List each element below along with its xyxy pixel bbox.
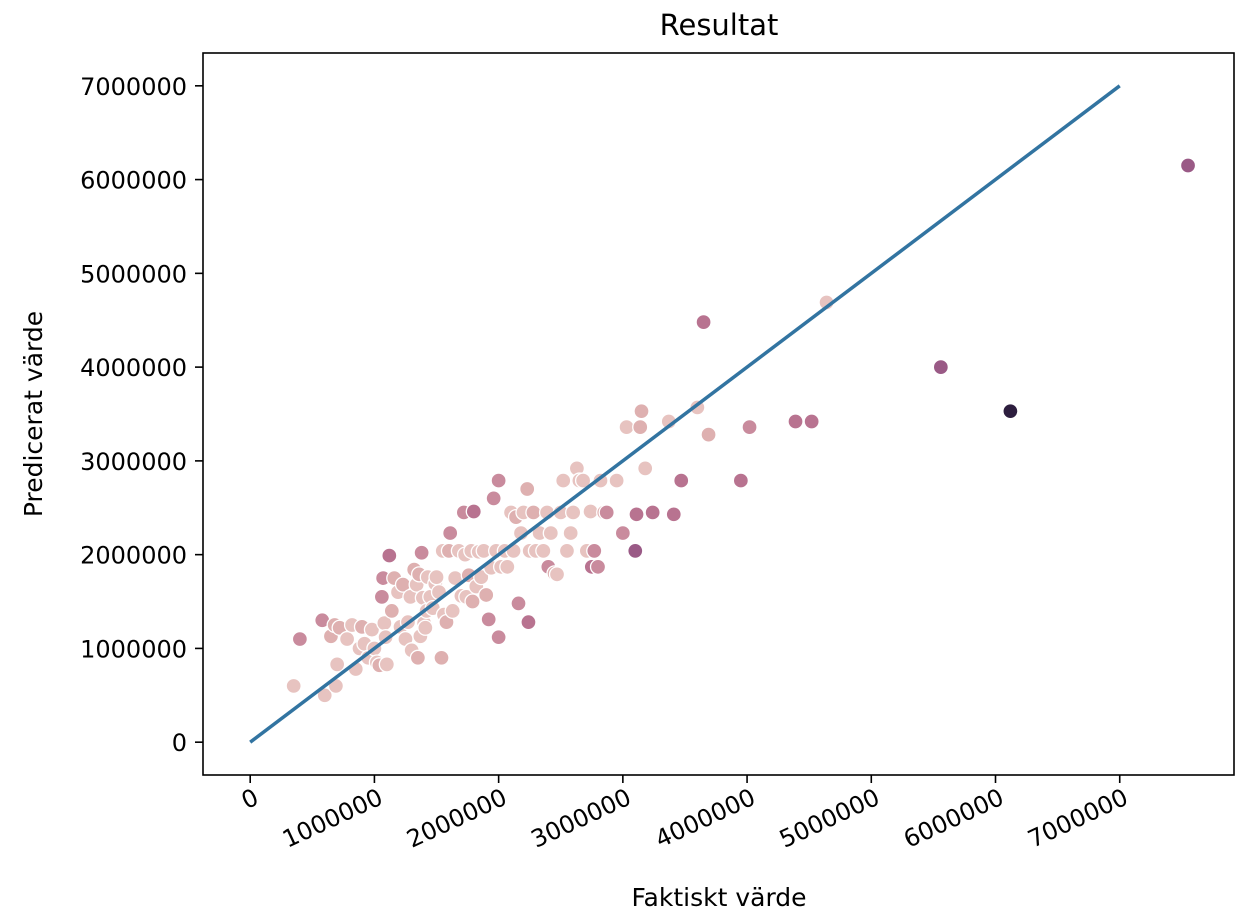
data-point (478, 586, 495, 604)
data-point (442, 524, 459, 542)
x-tick-label: 0 (237, 783, 263, 815)
x-tick-label: 2000000 (402, 783, 511, 854)
data-point (598, 504, 615, 521)
data-point (803, 413, 820, 430)
data-point (586, 542, 603, 560)
data-point (465, 503, 482, 520)
y-tick-label: 4000000 (80, 354, 187, 382)
data-point (520, 614, 537, 631)
data-point (285, 677, 302, 695)
data-point (363, 621, 381, 638)
data-point (413, 544, 430, 561)
data-point (618, 418, 635, 436)
data-point (490, 472, 507, 489)
data-point (1002, 403, 1019, 420)
data-point (291, 630, 309, 648)
y-tick-label: 1000000 (80, 635, 187, 663)
x-tick-label: 6000000 (899, 783, 1008, 854)
data-point (562, 524, 579, 542)
data-point (464, 593, 481, 610)
data-point (490, 629, 507, 646)
data-point (565, 504, 582, 521)
data-point (329, 656, 346, 673)
data-point (555, 472, 572, 489)
data-point (428, 569, 445, 586)
data-point (608, 472, 625, 489)
data-point (378, 656, 395, 673)
data-point (627, 542, 644, 560)
data-point (499, 558, 516, 575)
x-axis-label: Faktiskt värde (631, 883, 806, 912)
data-point (700, 426, 717, 443)
data-point (673, 472, 690, 489)
x-axis: 0 1000000 2000000 3000000 4000000 5000000 6000… (237, 775, 1132, 854)
x-tick-label: 4000000 (651, 783, 760, 854)
data-point (732, 472, 750, 489)
data-point (614, 524, 632, 542)
data-point (444, 602, 461, 620)
data-point (535, 542, 552, 560)
data-point (510, 595, 527, 612)
y-tick-label: 6000000 (80, 167, 187, 195)
data-point (932, 358, 949, 376)
data-point (519, 480, 536, 498)
x-tick-label: 7000000 (1024, 783, 1133, 854)
data-point (383, 602, 400, 620)
data-point (542, 524, 559, 542)
data-point (787, 413, 804, 430)
data-point (644, 504, 661, 521)
data-point (480, 611, 497, 628)
x-tick-label: 3000000 (527, 783, 636, 854)
data-point (485, 490, 502, 507)
data-point (695, 313, 712, 331)
data-point (525, 504, 542, 521)
y-axis-label: Predicerat värde (19, 311, 48, 517)
data-point (409, 649, 427, 666)
data-point (1179, 157, 1197, 174)
y-tick-label: 7000000 (80, 73, 187, 101)
y-tick-label: 5000000 (80, 260, 187, 288)
data-point (373, 588, 391, 605)
data-point (637, 460, 654, 477)
reference-line (249, 84, 1121, 744)
y-tick-label: 2000000 (80, 542, 187, 570)
data-point (741, 418, 758, 436)
plot-area (202, 52, 1235, 776)
data-point (433, 649, 450, 666)
data-point (381, 547, 398, 564)
data-point (665, 506, 682, 523)
data-point (628, 506, 645, 523)
x-tick-label: 1000000 (278, 783, 387, 854)
data-point (574, 472, 592, 489)
y-tick-label: 0 (172, 729, 187, 757)
data-point (417, 619, 434, 636)
data-point (558, 542, 576, 560)
data-point (582, 503, 599, 520)
x-tick-label: 5000000 (775, 783, 884, 854)
data-point (589, 558, 607, 575)
data-point (633, 403, 650, 420)
data-point (338, 630, 356, 648)
y-tick-label: 3000000 (80, 448, 187, 476)
data-point (548, 566, 566, 583)
data-point (632, 418, 649, 436)
chart-title: Resultat (660, 8, 779, 42)
y-axis: 0 1000000 2000000 3000000 4000000 5000000 6000… (80, 73, 203, 757)
